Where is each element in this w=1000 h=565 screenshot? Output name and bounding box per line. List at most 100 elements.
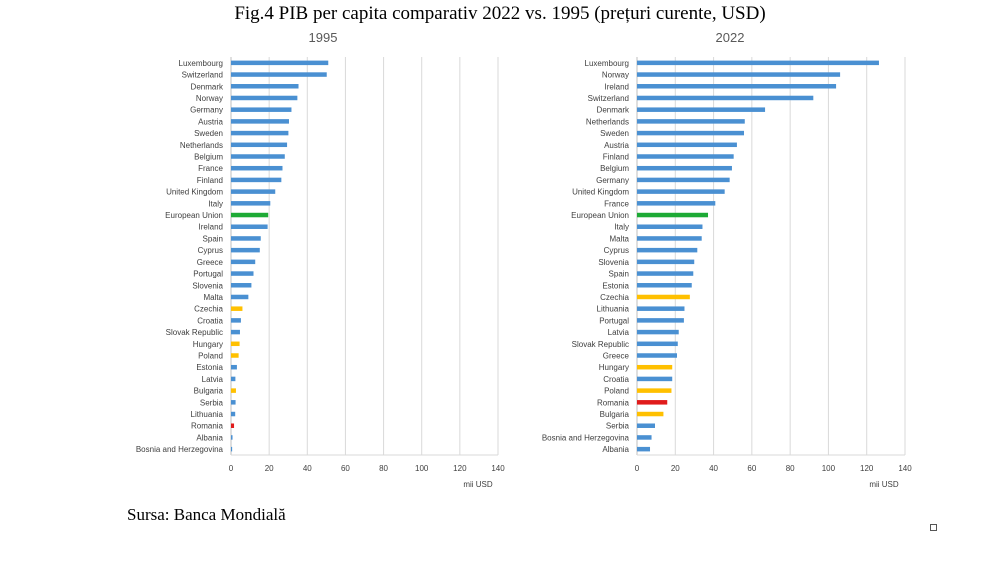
left-category-label: Poland	[198, 352, 223, 361]
right-category-label: Cyprus	[604, 246, 629, 255]
right-category-label: Finland	[603, 153, 629, 162]
right-bar	[637, 283, 692, 288]
source-note: Sursa: Banca Mondială	[127, 505, 286, 524]
left-category-label: Finland	[197, 176, 223, 185]
left-category-label: Netherlands	[180, 141, 223, 150]
right-category-label: United Kingdom	[572, 188, 629, 197]
left-bar	[231, 84, 299, 89]
right-bar	[637, 177, 730, 183]
right-bar	[637, 130, 745, 136]
right-category-label: Bosnia and Herzegovina	[542, 433, 630, 442]
left-category-label: Latvia	[202, 375, 224, 384]
left-tick-label: 120	[453, 464, 467, 473]
left-bar	[231, 119, 289, 124]
left-bar	[231, 329, 240, 335]
right-category-label: Romania	[597, 398, 630, 407]
right-tick-label: 100	[822, 464, 836, 473]
figure-title: Fig.4 PIB per capita comparativ 2022 vs.…	[234, 3, 766, 24]
right-tick-label: 80	[786, 464, 795, 473]
right-bar	[637, 224, 703, 229]
left-category-label: Greece	[197, 258, 224, 267]
right-bar	[637, 60, 879, 66]
right-category-label: Estonia	[602, 281, 629, 290]
left-bar	[231, 177, 282, 183]
left-category-label: Hungary	[193, 340, 223, 349]
right-bar	[637, 271, 694, 276]
right-category-label: Latvia	[608, 328, 630, 337]
left-bar	[231, 236, 261, 241]
right-category-label: Switzerland	[588, 94, 629, 103]
left-category-label: Slovak Republic	[166, 328, 223, 337]
left-category-label: Slovenia	[192, 281, 223, 290]
right-category-label: Italy	[614, 223, 629, 232]
left-bar	[231, 224, 268, 229]
left-bar	[231, 411, 236, 417]
right-bar	[637, 259, 695, 265]
left-category-label: Romania	[191, 422, 224, 431]
right-bar	[637, 376, 673, 382]
right-tick-label: 40	[709, 464, 718, 473]
left-bar	[231, 435, 233, 440]
right-bar	[637, 435, 652, 440]
right-bar	[637, 294, 690, 300]
right-category-label: Austria	[604, 141, 629, 150]
right-bar	[637, 318, 684, 323]
left-bar	[231, 60, 329, 66]
right-category-label: Belgium	[600, 164, 629, 173]
left-panel-title: 1995	[309, 30, 338, 45]
left-category-label: Bosnia and Herzegovina	[136, 445, 224, 454]
right-category-label: Ireland	[605, 82, 629, 91]
left-category-label: Bulgaria	[194, 387, 224, 396]
right-bar	[637, 388, 672, 393]
right-bar	[637, 142, 737, 148]
left-bar	[231, 259, 256, 265]
left-bar	[231, 423, 235, 428]
left-category-label: European Union	[165, 211, 223, 220]
left-bar	[231, 306, 243, 311]
right-category-label: Albania	[602, 445, 629, 454]
right-category-label: Serbia	[606, 422, 630, 431]
right-category-label: Greece	[603, 352, 630, 361]
left-category-label: Norway	[196, 94, 223, 103]
right-bar	[637, 446, 651, 452]
right-bar	[637, 189, 725, 194]
left-category-label: Ireland	[199, 223, 223, 232]
left-category-label: Albania	[196, 433, 223, 442]
small-square-marker	[930, 524, 937, 531]
right-tick-label: 0	[635, 464, 640, 473]
right-bar	[637, 341, 678, 347]
right-bar	[637, 72, 841, 77]
right-bar	[637, 329, 679, 335]
right-tick-label: 120	[860, 464, 874, 473]
left-bar	[231, 142, 288, 148]
right-bar	[637, 201, 716, 206]
left-tick-label: 0	[229, 464, 234, 473]
left-tick-label: 40	[303, 464, 312, 473]
left-bar	[231, 189, 276, 194]
left-category-label: Belgium	[194, 153, 223, 162]
right-category-label: European Union	[571, 211, 629, 220]
left-bar	[231, 341, 240, 347]
left-bar	[231, 446, 233, 452]
right-tick-label: 60	[747, 464, 756, 473]
right-category-label: Czechia	[600, 293, 629, 302]
right-bar	[637, 400, 668, 405]
left-bar	[231, 271, 254, 276]
left-tick-label: 80	[379, 464, 388, 473]
left-bar	[231, 201, 271, 206]
left-category-label: Austria	[198, 117, 223, 126]
left-category-label: Malta	[203, 293, 223, 302]
right-bar	[637, 236, 702, 241]
right-bar	[637, 306, 685, 311]
left-category-label: Croatia	[197, 316, 223, 325]
left-category-label: Estonia	[196, 363, 223, 372]
right-bar	[637, 247, 698, 253]
right-bar	[637, 154, 734, 159]
right-bar	[637, 84, 837, 89]
right-category-label: Bulgaria	[600, 410, 630, 419]
left-bar	[231, 107, 292, 112]
left-bar	[231, 376, 236, 382]
left-category-label: Serbia	[200, 398, 224, 407]
